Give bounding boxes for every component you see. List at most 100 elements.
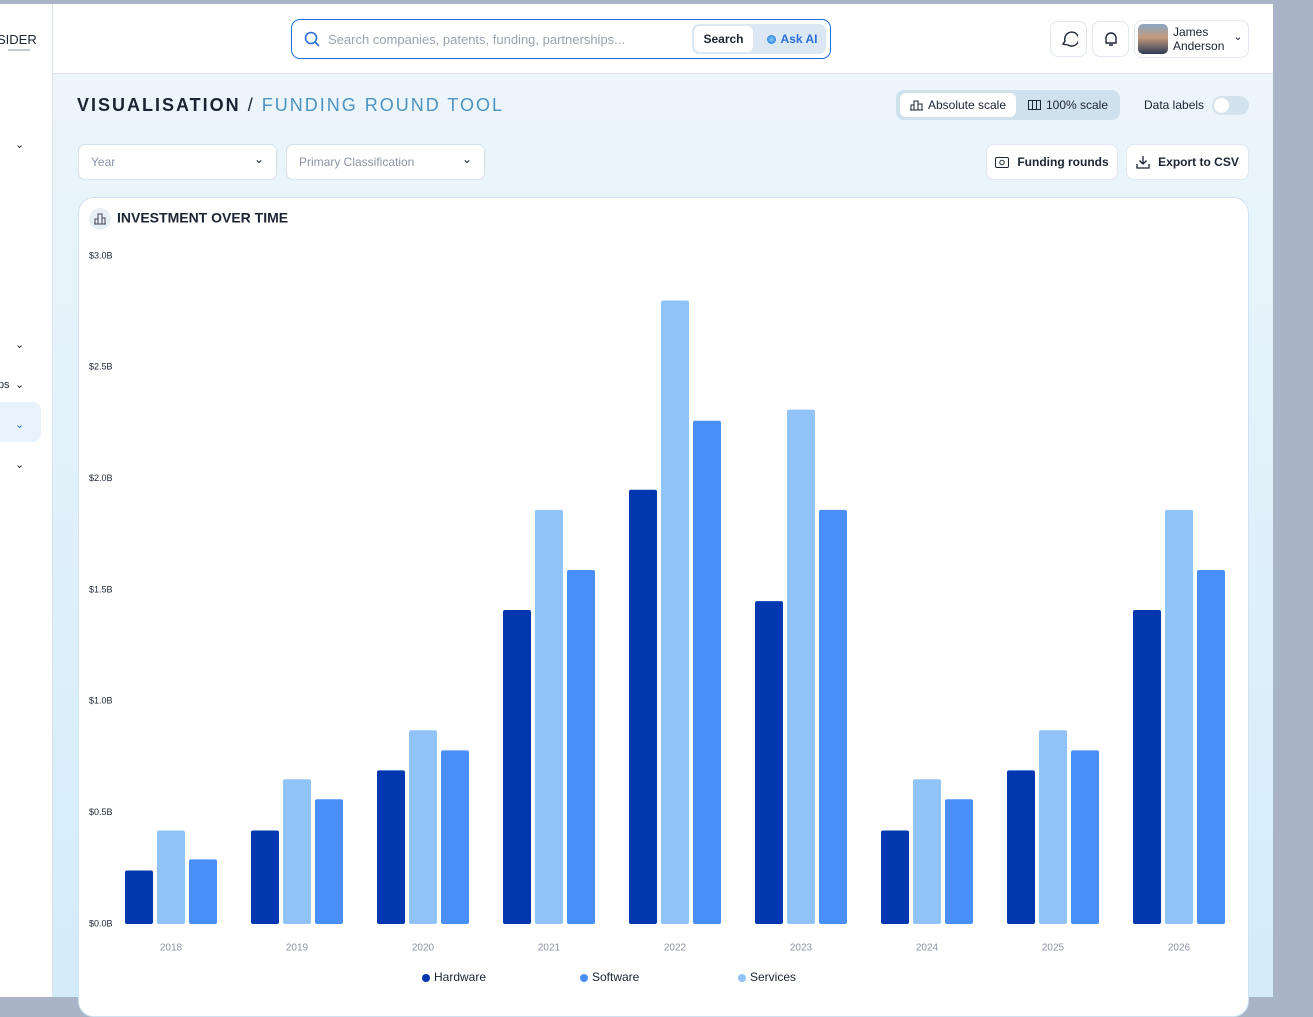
logo: SIDER [0, 32, 37, 47]
nav-item[interactable]: ps [0, 379, 10, 391]
dropdown-label: Primary Classification [299, 155, 415, 169]
help-icon [1061, 31, 1078, 47]
legend-label: Hardware [434, 970, 486, 984]
ai-icon [766, 34, 776, 44]
bar [251, 830, 279, 924]
help-button[interactable] [1050, 21, 1087, 57]
chevron[interactable]: ⌄ [15, 339, 25, 351]
bar [409, 730, 437, 924]
y-tick-label: $2.0B [89, 473, 113, 483]
bar [315, 799, 343, 924]
search-button[interactable]: Search [694, 26, 753, 52]
x-tick-label: 2019 [286, 943, 309, 954]
year-dropdown[interactable]: Year ⌄ [78, 144, 277, 180]
y-tick-label: $1.0B [89, 696, 113, 706]
columns-icon [1027, 100, 1041, 110]
x-tick-label: 2020 [412, 943, 435, 954]
classification-dropdown[interactable]: Primary Classification ⌄ [286, 144, 485, 180]
x-tick-label: 2021 [538, 943, 561, 954]
chart-title: INVESTMENT OVER TIME [117, 210, 288, 226]
notifications-button[interactable] [1092, 21, 1129, 57]
ask-ai-button[interactable]: Ask AI [762, 26, 822, 52]
x-tick-label: 2023 [790, 943, 813, 954]
bar [629, 489, 657, 924]
bar [945, 799, 973, 924]
funding-rounds-label: Funding rounds [1017, 155, 1109, 169]
legend-label: Software [592, 970, 640, 984]
ask-ai-label: Ask AI [780, 32, 818, 46]
funding-rounds-button[interactable]: Funding rounds [986, 144, 1118, 180]
title-icon-bg [89, 208, 111, 230]
title-icon [94, 213, 106, 225]
chevron[interactable]: ⌄ [15, 139, 25, 151]
bar [377, 770, 405, 924]
download-icon [1136, 156, 1150, 169]
absolute-scale-option[interactable]: Absolute scale [900, 93, 1016, 117]
bar [1039, 730, 1067, 924]
bar [1165, 509, 1193, 924]
bar [661, 300, 689, 924]
absolute-scale-label: Absolute scale [927, 98, 1007, 112]
bar [567, 569, 595, 924]
y-tick-label: $0.0B [89, 918, 113, 928]
x-tick-label: 2018 [160, 943, 183, 954]
bar [535, 509, 563, 924]
search-placeholder: Search companies, patents, funding, part… [328, 32, 626, 47]
bar [913, 779, 941, 924]
bar [503, 610, 531, 924]
breadcrumb-section[interactable]: VISUALISATION [77, 95, 241, 115]
bar [125, 870, 153, 924]
data-labels-switch[interactable] [1212, 96, 1249, 115]
x-tick-label: 2022 [664, 943, 687, 954]
bar [157, 830, 185, 924]
x-tick-label: 2025 [1042, 943, 1065, 954]
data-labels-label: Data labels [1144, 98, 1205, 112]
breadcrumb-separator: / [247, 95, 255, 115]
bar [1133, 610, 1161, 924]
x-tick-label: 2026 [1168, 943, 1191, 954]
legend-marker [422, 974, 430, 982]
percent-scale-option[interactable]: 100% scale [1020, 93, 1116, 117]
chevron: ⌄ [253, 152, 264, 166]
breadcrumb: VISUALISATION / FUNDING ROUND TOOL [77, 95, 504, 116]
bar [441, 750, 469, 924]
export-csv-button[interactable]: Export to CSV [1126, 144, 1249, 180]
user-menu[interactable]: James Anderson ⌄ [1134, 20, 1249, 58]
chart: INVESTMENT OVER TIME $0.0B $0.5B $1.0B $1.5… [89, 208, 1225, 984]
y-tick-label: $1.5B [89, 584, 113, 594]
chevron: ⌄ [461, 152, 472, 166]
search-icon [304, 31, 320, 47]
chevron[interactable]: ⌄ [15, 459, 25, 471]
chevron: ⌄ [1233, 30, 1243, 43]
bar [1007, 770, 1035, 924]
legend-label: Services [750, 970, 796, 984]
bar [693, 420, 721, 924]
breadcrumb-page: FUNDING ROUND TOOL [261, 95, 505, 115]
user-last: Anderson [1173, 39, 1225, 53]
legend-marker [580, 974, 588, 982]
user-first: James [1173, 25, 1209, 39]
bar [819, 509, 847, 924]
y-tick-label: $0.5B [89, 807, 113, 817]
bar [755, 601, 783, 924]
bell-icon [1104, 32, 1117, 46]
money-icon [995, 156, 1010, 168]
bar [283, 779, 311, 924]
switch-knob [1214, 98, 1229, 113]
y-tick-label: $2.5B [89, 362, 113, 372]
y-tick-label: $3.0B [89, 250, 113, 260]
legend-marker [738, 974, 746, 982]
chevron[interactable]: ⌄ [15, 419, 25, 431]
user-name: James Anderson [1173, 25, 1224, 53]
chevron[interactable]: ⌄ [15, 379, 25, 391]
bar-icon [909, 100, 923, 111]
x-tick-label: 2024 [916, 943, 939, 954]
search-box[interactable]: Search companies, patents, funding, part… [291, 19, 831, 59]
logo-sub [8, 49, 30, 51]
bar [787, 409, 815, 924]
export-csv-label: Export to CSV [1158, 155, 1239, 169]
active-nav[interactable] [0, 402, 41, 442]
dropdown-label: Year [91, 155, 116, 169]
avatar [1138, 24, 1168, 54]
